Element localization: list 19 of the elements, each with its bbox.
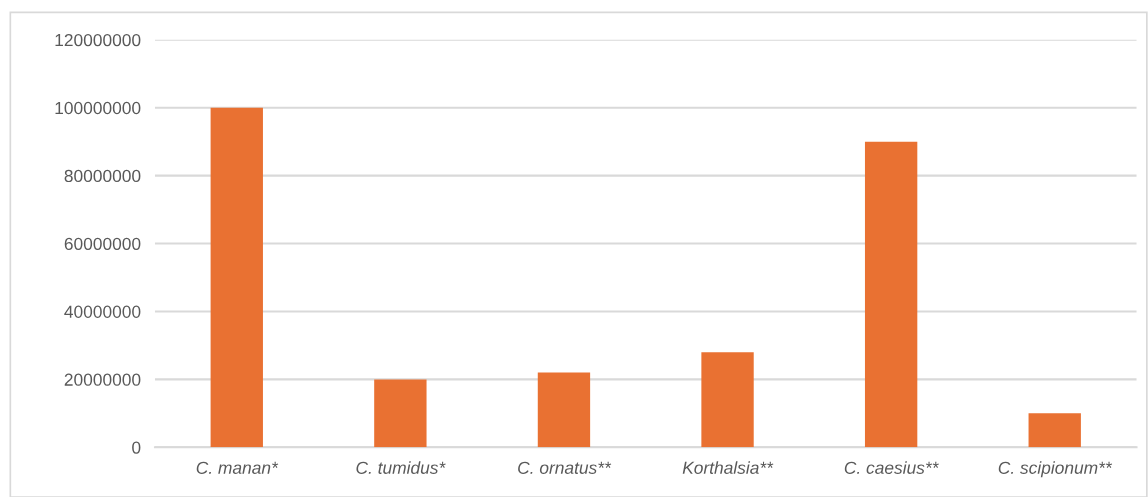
bar <box>1028 413 1081 448</box>
bar <box>537 372 591 448</box>
y-tick-label: 60000000 <box>64 237 141 250</box>
y-tick-label: 100000000 <box>55 101 141 115</box>
y-tick-label: 80000000 <box>64 169 141 183</box>
x-tick-label: C. caesius** <box>844 461 939 474</box>
x-tick-label: C. ornatus** <box>518 461 612 474</box>
x-tick-label: C. scipionum** <box>998 461 1113 478</box>
x-tick-label: C. tumidus* <box>356 461 446 474</box>
y-tick-label: 20000000 <box>64 373 141 386</box>
bar <box>210 107 263 448</box>
x-tick-label: C. manan* <box>196 461 279 474</box>
bar <box>864 141 918 448</box>
bar <box>701 352 754 448</box>
bar <box>374 379 427 448</box>
y-tick-label: 120000000 <box>55 33 141 47</box>
y-tick-label: 0 <box>132 441 141 454</box>
x-tick-label: Korthalsia** <box>682 461 774 474</box>
y-tick-label: 40000000 <box>64 305 141 318</box>
